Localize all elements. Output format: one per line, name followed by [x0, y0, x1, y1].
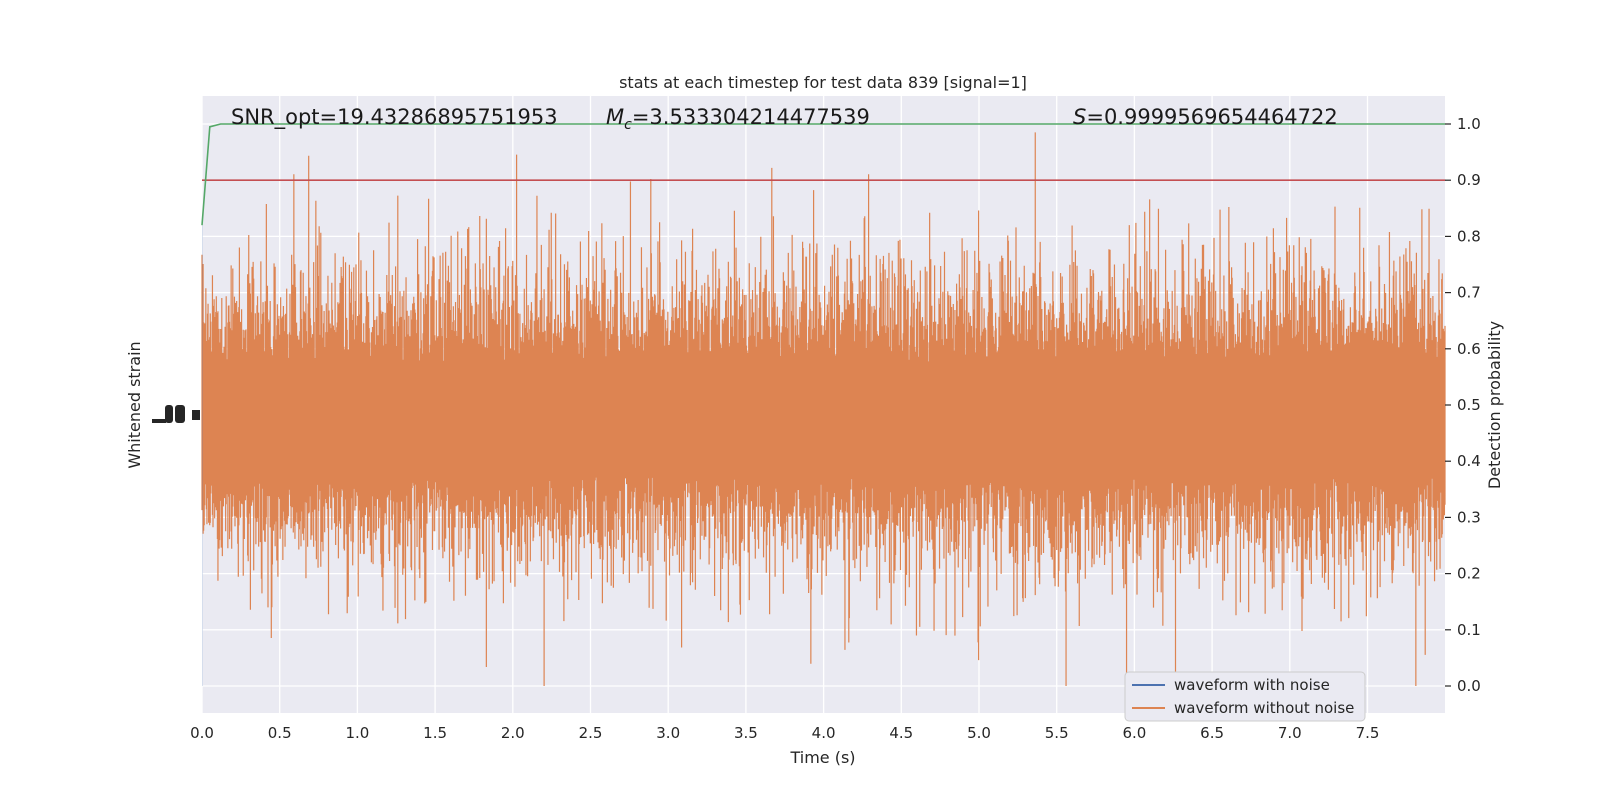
x-tick-label-7: 3.5 — [734, 724, 758, 742]
left-y-axis-label: Whitened strain — [125, 341, 144, 468]
y-tick-label-2: 0.2 — [1457, 565, 1481, 583]
y-tick-label-3: 0.3 — [1457, 508, 1481, 526]
x-tick-label-5: 2.5 — [579, 724, 603, 742]
right-y-axis-label: Detection probability — [1485, 321, 1504, 489]
legend-label-without-noise: waveform without noise — [1174, 699, 1354, 717]
chart-title: stats at each timestep for test data 839… — [619, 73, 1027, 92]
y-tick-label-1: 0.1 — [1457, 621, 1481, 639]
chirp-mass-subscript: c — [624, 117, 632, 133]
y-tick-label-10: 1.0 — [1457, 115, 1481, 133]
x-tick-label-8: 4.0 — [812, 724, 836, 742]
x-tick-label-4: 2.0 — [501, 724, 525, 742]
legend-box — [1124, 671, 1366, 722]
y-tick-label-0: 0.0 — [1457, 677, 1481, 695]
x-tick-label-11: 5.5 — [1045, 724, 1069, 742]
left-axis-overlapping-ticks — [152, 405, 200, 423]
x-tick-label-9: 4.5 — [889, 724, 913, 742]
right-y-axis-ticks: 0.0 0.1 0.2 0.3 0.4 0.5 0.6 0.7 0.8 0.9 1.0 — [1445, 115, 1481, 695]
y-tick-label-4: 0.4 — [1457, 452, 1481, 470]
x-tick-label-0: 0.0 — [190, 724, 214, 742]
x-axis-ticks: 0.0 0.5 1.0 1.5 2.0 2.5 3.0 3.5 4.0 4.5 5.0 5.5 6.0 6… — [190, 724, 1379, 742]
y-tick-label-7: 0.7 — [1457, 284, 1481, 302]
x-tick-label-14: 7.0 — [1278, 724, 1302, 742]
x-tick-label-1: 0.5 — [268, 724, 292, 742]
legend-label-with-noise: waveform with noise — [1174, 676, 1330, 694]
x-tick-label-10: 5.0 — [967, 724, 991, 742]
chirp-mass-annotation: Mc=3.533304214477539 — [606, 105, 870, 133]
y-tick-label-5: 0.5 — [1457, 396, 1481, 414]
probability-lines — [201, 123, 1446, 226]
score-value: =0.9999569654464722 — [1086, 105, 1337, 129]
score-annotation: S=0.9999569654464722 — [1073, 105, 1338, 129]
x-tick-label-15: 7.5 — [1356, 724, 1380, 742]
y-tick-label-8: 0.8 — [1457, 227, 1481, 245]
snr-annotation: SNR_opt=19.43286895751953 — [231, 105, 558, 130]
x-tick-label-12: 6.0 — [1122, 724, 1146, 742]
detection-probability-line — [201, 123, 1446, 226]
x-tick-label-13: 6.5 — [1200, 724, 1224, 742]
x-tick-label-3: 1.5 — [423, 724, 447, 742]
x-axis-label: Time (s) — [789, 748, 855, 767]
score-symbol: S — [1073, 105, 1086, 129]
y-tick-label-9: 0.9 — [1457, 171, 1481, 189]
x-tick-label-6: 3.0 — [656, 724, 680, 742]
chirp-mass-value: =3.533304214477539 — [632, 105, 870, 129]
x-tick-label-2: 1.0 — [345, 724, 369, 742]
y-tick-label-6: 0.6 — [1457, 340, 1481, 358]
legend: waveform with noise waveform without noi… — [1124, 671, 1366, 722]
strain-trace — [201, 132, 1446, 686]
waveform-without-noise-trace — [201, 132, 1446, 686]
chirp-mass-symbol: M — [606, 105, 624, 129]
